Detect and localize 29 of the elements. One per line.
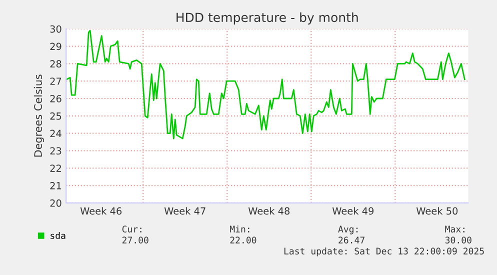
y-tick-label: 22 bbox=[50, 164, 61, 172]
y-tick-label: 26 bbox=[50, 94, 62, 102]
text: 22.00 bbox=[230, 236, 256, 244]
y-tick-label: 28 bbox=[50, 60, 62, 68]
line-series bbox=[66, 30, 466, 140]
x-tick-label: Week 48 bbox=[248, 207, 290, 215]
text: 27.00 bbox=[122, 236, 148, 244]
y-tick-label: 20 bbox=[50, 199, 62, 207]
y-tick-label: 30 bbox=[50, 25, 62, 33]
y-tick-label: 29 bbox=[50, 42, 62, 50]
y-axis-title: Degrees Celsius bbox=[34, 74, 44, 157]
text: Max: bbox=[445, 226, 464, 233]
x-tick-label: Week 49 bbox=[332, 207, 374, 215]
legend-label: sda bbox=[50, 232, 66, 239]
text: Avg: bbox=[338, 226, 358, 234]
x-tick-label: Week 50 bbox=[416, 207, 458, 215]
y-tick-label: 24 bbox=[50, 130, 62, 138]
y-tick-label: 27 bbox=[50, 78, 62, 85]
x-tick-label: Week 47 bbox=[164, 207, 206, 215]
chart-title: HDD temperature - by month bbox=[176, 12, 358, 25]
text: Min: bbox=[230, 226, 250, 232]
text: 26.47 bbox=[338, 236, 364, 244]
text: Cur: bbox=[122, 226, 142, 233]
text: Last update: Sat Dec 13 22:00:09 2025 bbox=[284, 248, 484, 256]
y-tick-label: 25 bbox=[50, 112, 62, 120]
x-tick-label: Week 46 bbox=[80, 207, 122, 215]
y-tick-label: 21 bbox=[50, 182, 62, 190]
y-tick-label: 23 bbox=[50, 147, 62, 155]
text: 30.00 bbox=[445, 236, 472, 244]
